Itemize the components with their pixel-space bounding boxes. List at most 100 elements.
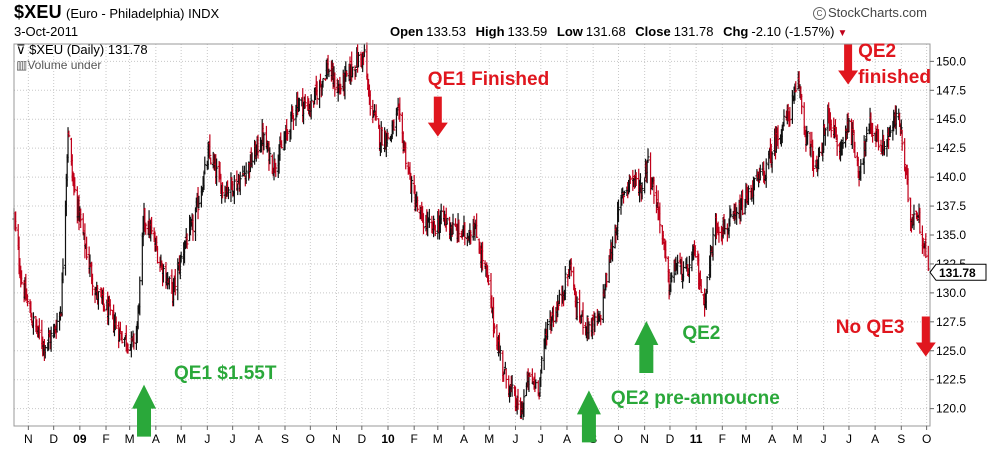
y-tick-label: 130.0	[936, 286, 966, 300]
ohlc-bar	[291, 114, 295, 131]
ohlc-bar	[161, 264, 165, 283]
x-tick-label: J	[204, 432, 210, 446]
ohlc-bar	[280, 140, 284, 149]
ohlc-bar	[416, 196, 420, 212]
x-tick-label: O	[614, 432, 623, 446]
open-label: Open	[390, 24, 424, 39]
ohlc-bar	[150, 216, 154, 235]
grid-lines	[14, 44, 930, 426]
ohlc-bar	[782, 109, 786, 127]
x-tick-label: D	[666, 432, 675, 446]
ohlc-bar	[203, 156, 207, 175]
ohlc-bar	[687, 255, 691, 283]
x-tick-label: D	[49, 432, 58, 446]
ohlc-bar	[711, 227, 715, 261]
x-tick-label: M	[484, 432, 494, 446]
ohlc-bar	[272, 152, 276, 181]
x-tick-label: F	[102, 432, 109, 446]
ohlc-bar	[327, 68, 331, 78]
x-tick-label: M	[792, 432, 802, 446]
ohlc-bar	[91, 273, 95, 296]
low-value: 131.68	[585, 24, 626, 39]
x-tick-label: 09	[73, 432, 87, 446]
x-tick-label: A	[768, 432, 776, 446]
y-tick-label: 142.5	[936, 141, 966, 155]
chg-down-icon: ▼	[837, 28, 848, 39]
ohlc-bar	[906, 168, 910, 203]
ohlc-bar	[899, 119, 903, 134]
ohlc-bar	[546, 319, 550, 340]
x-tick-label: J	[512, 432, 518, 446]
ohlc-bar	[421, 213, 425, 235]
ohlc-bar	[475, 213, 479, 239]
ohlc-bar	[764, 158, 768, 188]
ohlc-bar	[557, 289, 561, 305]
ohlc-bar	[226, 186, 230, 200]
high-label: High	[475, 24, 505, 39]
ohlc-bar	[503, 361, 507, 369]
ohlc-bar	[445, 217, 449, 226]
ohlc-bar	[215, 158, 219, 186]
x-tick-label: M	[433, 432, 443, 446]
stockcharts-credit: C StockCharts.com	[813, 5, 927, 20]
ohlc-bar	[900, 129, 904, 151]
ohlc-bar	[735, 207, 739, 225]
ohlc-bar	[185, 233, 189, 249]
ohlc-bar	[693, 245, 697, 258]
ohlc-bar	[705, 276, 709, 294]
x-tick-label: M	[176, 432, 186, 446]
annotation-arrow-up-icon	[634, 320, 659, 373]
ohlc-bar	[221, 182, 225, 199]
x-tick-label: M	[741, 432, 751, 446]
ohlc-bar	[274, 162, 278, 177]
ohlc-bar	[345, 70, 349, 77]
x-tick-label: M	[125, 432, 135, 446]
ohlc-bar	[309, 94, 313, 120]
ohlc-bar	[362, 43, 366, 58]
ohlc-bar	[729, 208, 733, 218]
y-tick-label: 147.5	[936, 83, 966, 97]
annotation-label: No QE3	[835, 316, 905, 338]
ohlc-bar	[262, 132, 266, 151]
ohlc-bar	[835, 134, 839, 156]
ohlc-bar	[404, 142, 408, 170]
ohlc-bar	[351, 66, 355, 78]
annotation-label: QE1 Finished	[427, 68, 550, 90]
ohlc-bar	[143, 207, 147, 232]
ohlc-bar	[457, 219, 461, 243]
ohlc-bar	[81, 213, 85, 236]
volume-bars-icon: ▥	[16, 58, 28, 72]
x-tick-label: S	[281, 432, 289, 446]
annotation-label: QE2	[682, 322, 721, 344]
ohlc-bar	[599, 314, 603, 326]
y-tick-label: 125.0	[936, 344, 966, 358]
ohlc-bar	[841, 136, 845, 149]
ohlc-bar	[646, 148, 650, 163]
ohlc-bar	[643, 178, 647, 194]
high-value: 133.59	[507, 24, 548, 39]
chg-label: Chg	[723, 24, 749, 39]
x-tick-label: F	[410, 432, 417, 446]
ohlc-bar	[670, 272, 674, 283]
x-tick-label: A	[871, 432, 879, 446]
ohlc-bar	[120, 331, 124, 344]
ohlc-bar	[315, 81, 319, 105]
ohlc-bar	[286, 129, 290, 141]
y-tick-label: 135.0	[936, 228, 966, 242]
y-tick-label: 120.0	[936, 402, 966, 416]
x-tick-label: A	[152, 432, 160, 446]
ohlc-bar	[469, 230, 473, 245]
ohlc-bar	[486, 275, 490, 286]
x-tick-label: O	[306, 432, 315, 446]
ohlc-bar	[380, 126, 384, 146]
symbol-title: $XEU	[14, 2, 62, 22]
series-legend: ⊽ $XEU (Daily) 131.78	[16, 42, 148, 58]
ohlc-bar	[794, 81, 798, 93]
ohlc-bar	[510, 374, 514, 397]
ohlc-bar	[585, 315, 589, 342]
x-tick-label: J	[230, 432, 236, 446]
annotation-arrow-down-icon	[427, 96, 448, 137]
ohlc-bar	[26, 294, 30, 307]
ohlc-bar	[654, 185, 658, 214]
ohlc-bar	[853, 141, 857, 159]
